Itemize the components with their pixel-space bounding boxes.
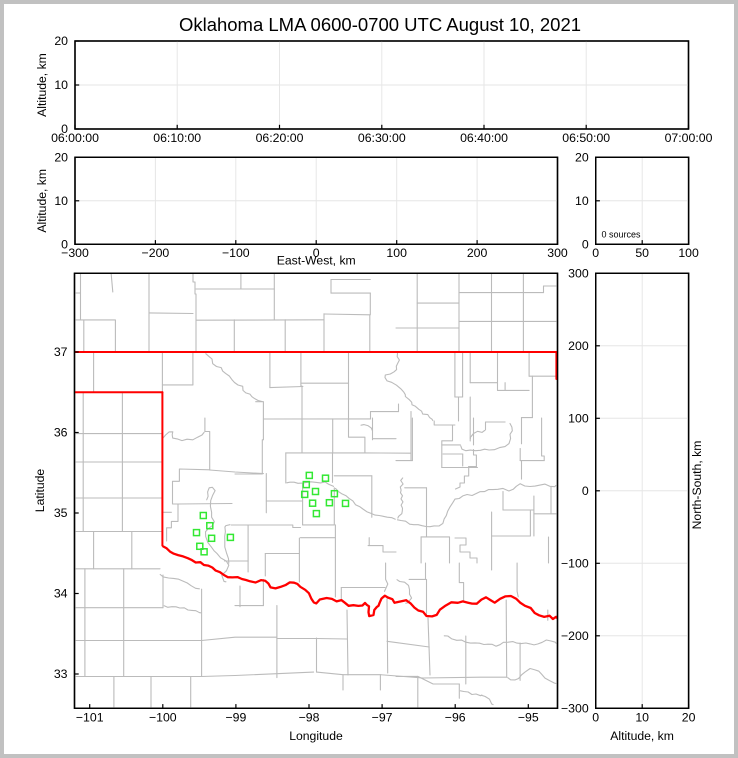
- svg-text:−100: −100: [222, 246, 250, 260]
- svg-text:Altitude, km: Altitude, km: [35, 169, 49, 233]
- svg-text:06:40:00: 06:40:00: [460, 131, 508, 145]
- svg-text:100: 100: [678, 246, 699, 260]
- svg-text:300: 300: [547, 246, 568, 260]
- svg-text:300: 300: [568, 266, 589, 280]
- svg-text:−300: −300: [561, 701, 589, 715]
- svg-text:06:30:00: 06:30:00: [358, 131, 406, 145]
- svg-text:North-South, km: North-South, km: [690, 441, 704, 530]
- svg-text:0: 0: [582, 484, 589, 498]
- svg-text:−100: −100: [149, 711, 177, 725]
- svg-text:10: 10: [635, 711, 649, 725]
- svg-text:200: 200: [467, 246, 488, 260]
- svg-text:34: 34: [54, 587, 68, 601]
- svg-text:20: 20: [54, 150, 68, 164]
- svg-text:06:00:00: 06:00:00: [51, 131, 99, 145]
- svg-text:10: 10: [54, 78, 68, 92]
- svg-text:−100: −100: [561, 556, 589, 570]
- svg-text:Latitude: Latitude: [33, 469, 47, 513]
- svg-text:0 sources: 0 sources: [602, 229, 642, 239]
- svg-text:0: 0: [582, 237, 589, 251]
- svg-text:Altitude, km: Altitude, km: [610, 729, 674, 743]
- svg-text:20: 20: [682, 711, 696, 725]
- svg-text:33: 33: [54, 667, 68, 681]
- svg-text:07:00:00: 07:00:00: [665, 131, 713, 145]
- svg-text:0: 0: [592, 711, 599, 725]
- svg-text:100: 100: [386, 246, 407, 260]
- svg-text:50: 50: [635, 246, 649, 260]
- svg-text:−300: −300: [61, 246, 89, 260]
- svg-text:36: 36: [54, 426, 68, 440]
- svg-text:0: 0: [61, 122, 68, 136]
- svg-text:06:20:00: 06:20:00: [256, 131, 304, 145]
- svg-text:20: 20: [575, 150, 589, 164]
- svg-text:06:10:00: 06:10:00: [153, 131, 201, 145]
- svg-text:−96: −96: [445, 711, 466, 725]
- svg-text:0: 0: [61, 237, 68, 251]
- svg-text:0: 0: [592, 246, 599, 260]
- svg-text:−200: −200: [561, 629, 589, 643]
- svg-text:35: 35: [54, 506, 68, 520]
- svg-text:Oklahoma LMA 0600-0700 UTC Aug: Oklahoma LMA 0600-0700 UTC August 10, 20…: [179, 14, 581, 35]
- svg-text:−99: −99: [225, 711, 246, 725]
- svg-text:0: 0: [313, 246, 320, 260]
- svg-text:−98: −98: [299, 711, 320, 725]
- svg-text:20: 20: [54, 34, 68, 48]
- svg-text:06:50:00: 06:50:00: [562, 131, 610, 145]
- svg-text:−101: −101: [76, 711, 104, 725]
- svg-text:−97: −97: [372, 711, 393, 725]
- svg-text:−200: −200: [142, 246, 170, 260]
- svg-text:37: 37: [54, 345, 68, 359]
- svg-text:10: 10: [54, 194, 68, 208]
- svg-text:Longitude: Longitude: [289, 729, 343, 743]
- svg-text:100: 100: [568, 411, 589, 425]
- svg-text:200: 200: [568, 339, 589, 353]
- svg-text:Altitude, km: Altitude, km: [35, 53, 49, 117]
- svg-text:−95: −95: [518, 711, 539, 725]
- svg-text:10: 10: [575, 194, 589, 208]
- svg-text:East-West, km: East-West, km: [277, 254, 356, 268]
